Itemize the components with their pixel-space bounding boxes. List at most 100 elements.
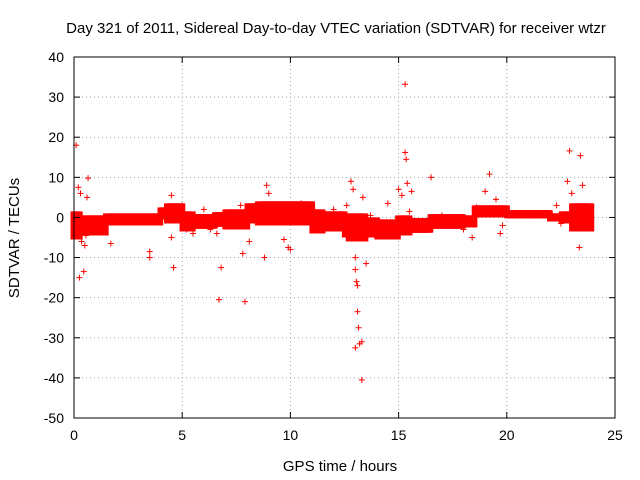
data-point <box>246 238 253 245</box>
data-point <box>80 268 87 275</box>
data-point <box>168 192 175 199</box>
data-point <box>573 222 580 229</box>
data-point <box>168 234 175 241</box>
data-point <box>207 226 214 233</box>
data-point <box>367 212 374 219</box>
data-point <box>460 226 467 233</box>
data-point <box>146 254 153 261</box>
data-point <box>261 254 268 261</box>
data-point <box>78 238 85 245</box>
y-tick-label: 0 <box>56 209 64 225</box>
data-point <box>402 81 409 88</box>
data-point <box>358 338 365 345</box>
data-point <box>319 224 326 231</box>
data-points <box>73 81 594 383</box>
data-point <box>179 202 186 209</box>
data-point <box>76 274 83 281</box>
data-point <box>564 178 571 185</box>
data-point <box>287 246 294 253</box>
data-point <box>353 278 360 285</box>
data-point <box>330 206 337 213</box>
data-point <box>200 206 207 213</box>
data-point <box>579 182 586 189</box>
data-point <box>96 222 103 229</box>
x-tick-label: 0 <box>70 427 78 443</box>
data-point <box>428 174 435 181</box>
data-point <box>568 190 575 197</box>
data-point <box>239 250 246 257</box>
data-point <box>85 175 92 182</box>
data-point <box>354 282 361 289</box>
data-point <box>547 210 554 217</box>
y-tick-label: 20 <box>48 129 64 145</box>
data-point <box>254 206 261 213</box>
data-point <box>497 230 504 237</box>
data-point <box>355 324 362 331</box>
data-point <box>503 206 510 213</box>
data-point <box>337 224 344 231</box>
data-band <box>70 201 595 242</box>
data-point <box>218 264 225 271</box>
y-axis-title: SDTVAR / TECUs <box>6 178 23 298</box>
x-tick-label: 15 <box>391 427 407 443</box>
data-point <box>125 217 132 224</box>
data-point <box>114 218 121 225</box>
data-point <box>576 244 583 251</box>
data-point <box>170 264 177 271</box>
data-point <box>88 224 95 231</box>
data-point <box>525 212 532 219</box>
data-point <box>403 156 410 163</box>
data-point <box>395 186 402 193</box>
data-point <box>406 208 413 215</box>
data-point <box>352 344 359 351</box>
x-axis: 0 5 10 15 20 25 <box>70 57 623 443</box>
y-tick-label: 10 <box>48 169 64 185</box>
data-point <box>309 208 316 215</box>
data-point <box>363 260 370 267</box>
data-point <box>350 186 357 193</box>
data-point <box>241 298 248 305</box>
data-point <box>75 184 82 191</box>
data-point <box>190 230 197 237</box>
data-point <box>347 178 354 185</box>
data-point <box>226 212 233 219</box>
chart-title: Day 321 of 2011, Sidereal Day-to-day VTE… <box>66 20 606 37</box>
data-point <box>486 171 493 178</box>
data-point <box>449 218 456 225</box>
data-point <box>583 204 590 211</box>
y-tick-label: -50 <box>44 410 64 426</box>
data-point <box>359 194 366 201</box>
data-point <box>82 232 89 239</box>
y-tick-label: -20 <box>44 290 64 306</box>
data-point <box>402 149 409 156</box>
data-point <box>213 230 220 237</box>
data-point <box>354 308 361 315</box>
y-tick-label: -30 <box>44 330 64 346</box>
data-point <box>146 248 153 255</box>
data-point <box>373 226 380 233</box>
data-point <box>135 216 142 223</box>
data-point <box>482 188 489 195</box>
x-tick-label: 5 <box>178 427 186 443</box>
data-point <box>77 190 84 197</box>
data-point <box>587 210 594 217</box>
data-point <box>404 180 411 187</box>
data-point <box>183 226 190 233</box>
data-point <box>83 194 90 201</box>
data-point <box>473 204 480 211</box>
y-tick-label: -10 <box>44 250 64 266</box>
data-point <box>469 234 476 241</box>
y-tick-label: 40 <box>48 49 64 65</box>
data-point <box>263 182 270 189</box>
data-point <box>237 202 244 209</box>
data-point <box>352 254 359 261</box>
data-point <box>398 192 405 199</box>
data-point <box>417 222 424 229</box>
data-point <box>81 242 88 249</box>
data-point <box>557 220 564 227</box>
data-point <box>492 196 499 203</box>
data-point <box>553 202 560 209</box>
x-tick-label: 20 <box>499 427 515 443</box>
data-point <box>233 218 240 225</box>
